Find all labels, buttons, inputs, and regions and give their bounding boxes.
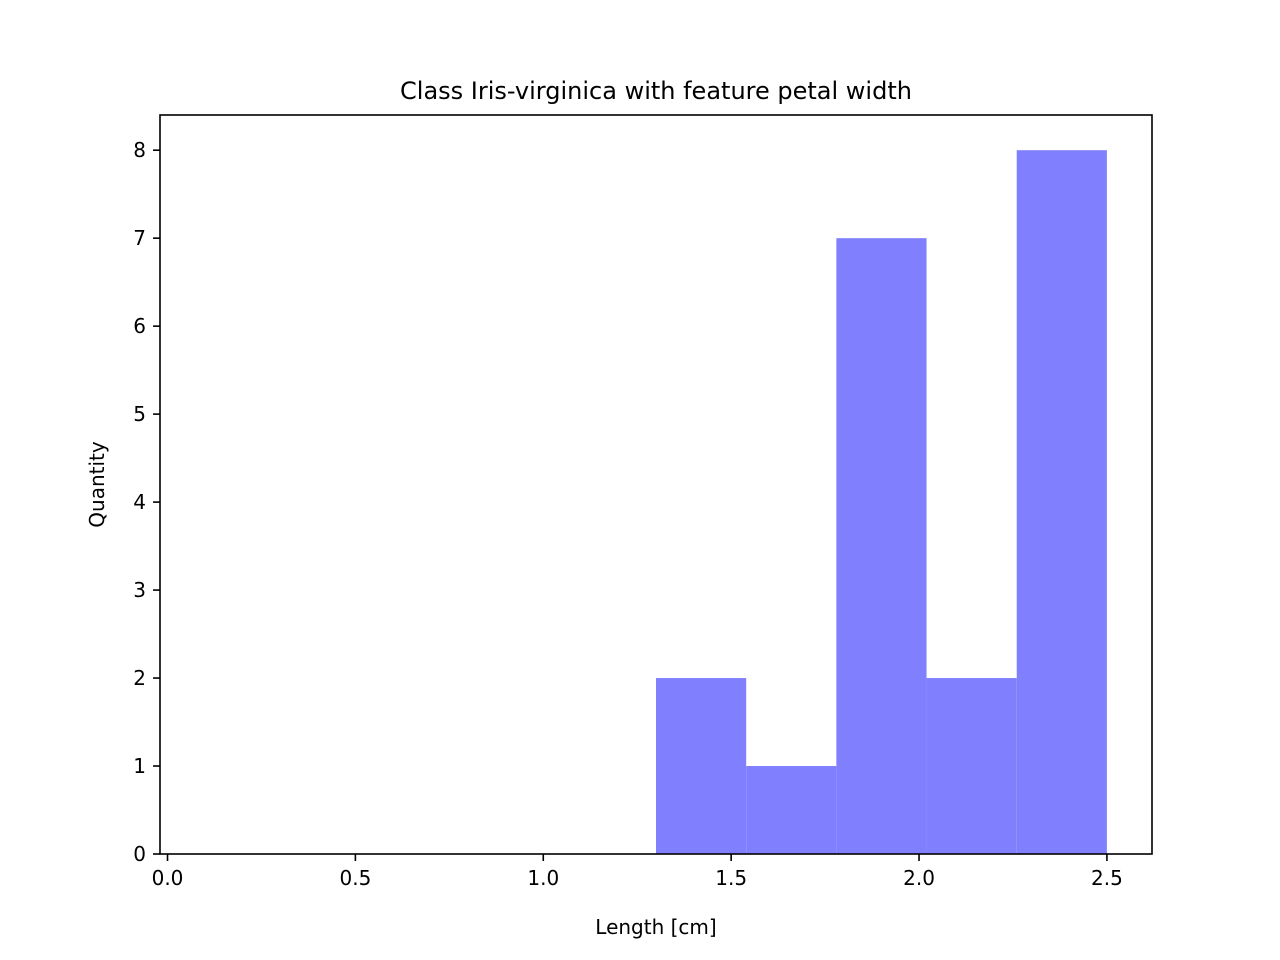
y-tick-label-4: 4: [133, 490, 146, 514]
y-tick-label-2: 2: [133, 666, 146, 690]
y-axis-ticks: 0 1 2 3 4 5 6 7 8: [133, 138, 160, 866]
y-tick-label-7: 7: [133, 226, 146, 250]
chart-title: Class Iris-virginica with feature petal …: [400, 77, 912, 105]
y-axis-label: Quantity: [85, 441, 109, 528]
histogram-bar-5: [1016, 150, 1107, 854]
bars-group: [656, 150, 1107, 854]
histogram-bar-4: [926, 678, 1017, 854]
y-tick-label-6: 6: [133, 314, 146, 338]
histogram-bar-1: [656, 678, 747, 854]
x-axis-label: Length [cm]: [595, 915, 716, 939]
x-tick-label-4: 2.0: [903, 866, 935, 890]
histogram-bar-2: [746, 766, 837, 854]
histogram-bar-3: [836, 238, 927, 854]
x-tick-label-3: 1.5: [715, 866, 747, 890]
y-tick-label-1: 1: [133, 754, 146, 778]
x-tick-label-5: 2.5: [1091, 866, 1123, 890]
y-tick-label-8: 8: [133, 138, 146, 162]
plot-area-frame: [159, 114, 1153, 855]
x-tick-label-0: 0.0: [152, 866, 184, 890]
x-axis-ticks: 0.0 0.5 1.0 1.5 2.0 2.5: [152, 854, 1123, 890]
x-tick-label-2: 1.0: [527, 866, 559, 890]
x-tick-label-1: 0.5: [339, 866, 371, 890]
y-tick-label-5: 5: [133, 402, 146, 426]
y-tick-label-3: 3: [133, 578, 146, 602]
y-tick-label-0: 0: [133, 842, 146, 866]
